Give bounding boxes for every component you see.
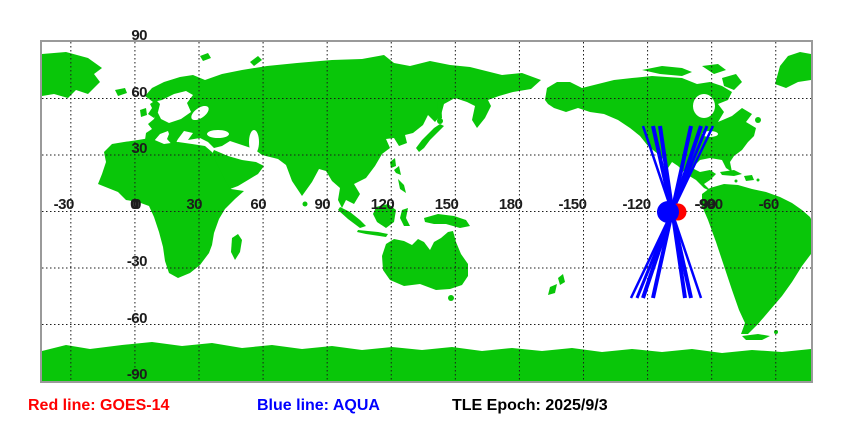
inland-seas xyxy=(191,94,718,154)
legend-blue-line-aqua: Blue line: AQUA xyxy=(257,397,380,414)
legend-tle-epoch: TLE Epoch: 2025/9/3 xyxy=(452,397,608,414)
aqua-marker xyxy=(657,201,679,223)
map-canvas xyxy=(42,42,811,381)
satellite-position-markers xyxy=(657,201,687,223)
world-map xyxy=(40,40,813,383)
legend-red-line-goes14: Red line: GOES-14 xyxy=(28,397,170,414)
